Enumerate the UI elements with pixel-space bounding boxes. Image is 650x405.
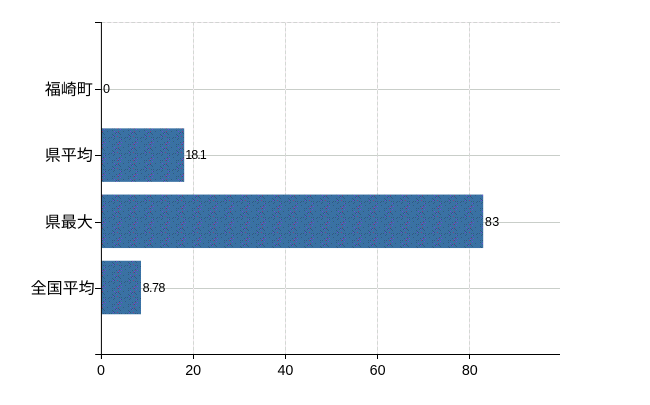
svg-text:0: 0 bbox=[97, 363, 105, 379]
svg-text:40: 40 bbox=[277, 363, 293, 379]
svg-text:83: 83 bbox=[485, 215, 499, 229]
svg-text:80: 80 bbox=[462, 363, 478, 379]
svg-text:60: 60 bbox=[370, 363, 386, 379]
svg-text:18.1: 18.1 bbox=[185, 148, 207, 162]
svg-text:0: 0 bbox=[103, 82, 110, 96]
svg-text:8.78: 8.78 bbox=[143, 281, 166, 295]
svg-text:20: 20 bbox=[185, 363, 201, 379]
